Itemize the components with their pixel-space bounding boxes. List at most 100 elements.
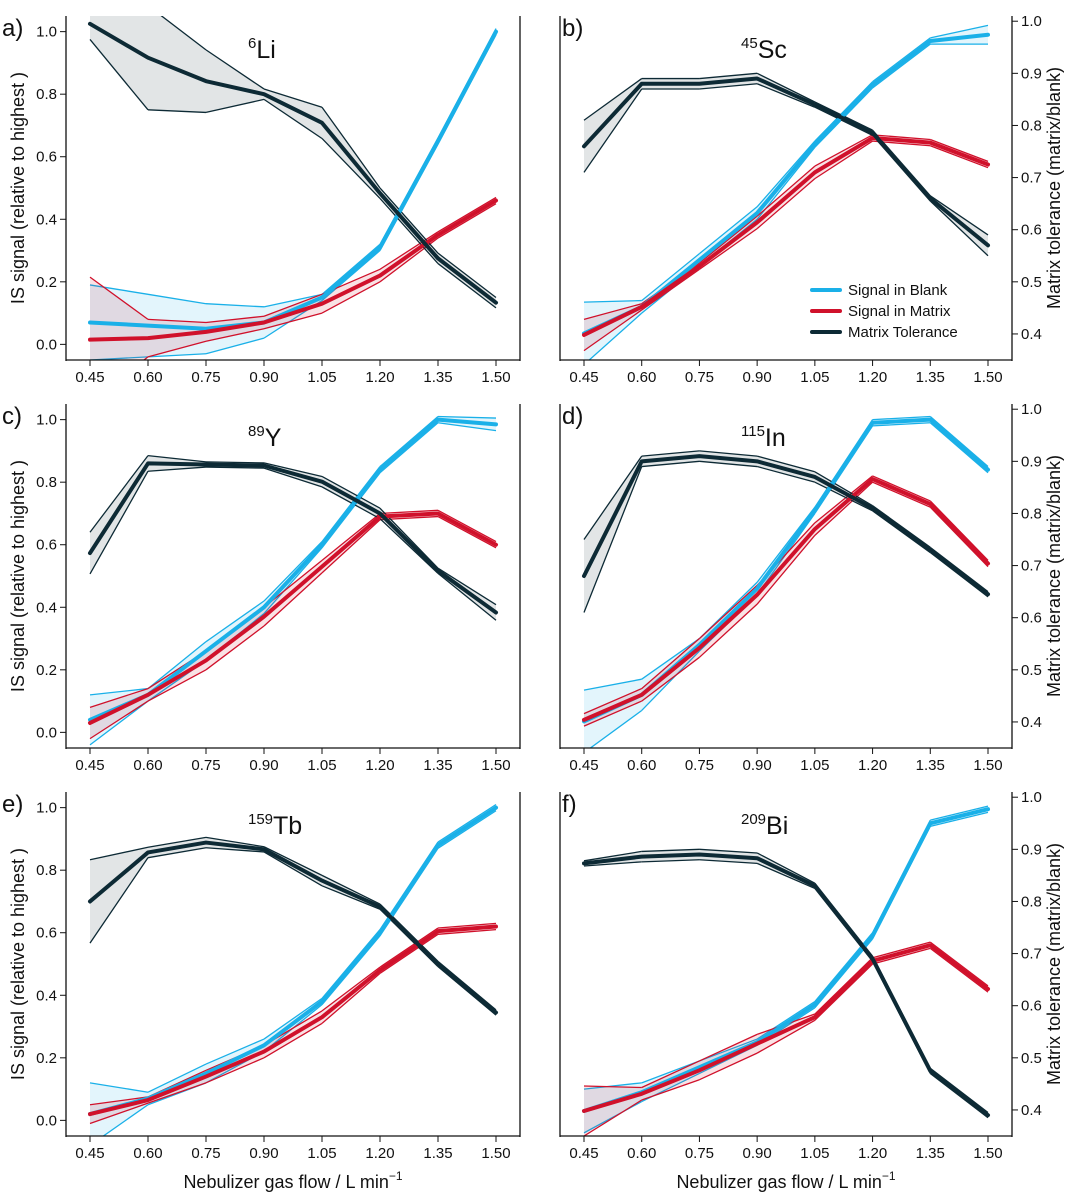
error-band-edge — [89, 1082, 149, 1136]
title-superscript: 159 — [248, 811, 273, 828]
error-band-edge — [583, 678, 643, 748]
y2-tick-label: 0.5 — [1021, 1050, 1042, 1067]
panel-title: 89Y — [248, 423, 282, 452]
series-line — [88, 924, 498, 1117]
error-band-edge — [872, 505, 931, 554]
error-band-edge — [929, 546, 989, 598]
panel-title: 159Tb — [248, 811, 302, 840]
y-tick-label: 0.4 — [36, 211, 57, 228]
error-band-edge — [756, 72, 816, 108]
x-tick-label: 0.45 — [75, 1145, 104, 1162]
panel: 0.45 0.60 0.75 0.90 1.05 1.20 1.35 1.50 0.4 0.5 0.… — [559, 13, 1064, 386]
plot-area — [582, 24, 990, 360]
panel-title: 6Li — [248, 35, 276, 64]
error-band-edge — [756, 455, 816, 483]
series-line — [88, 29, 498, 331]
y2-tick-label: 0.9 — [1021, 65, 1042, 82]
y-tick-label: 0.6 — [36, 537, 57, 554]
x-tick-label: 0.60 — [627, 1145, 656, 1162]
title-superscript: 209 — [741, 811, 766, 828]
panel: 0.45 0.60 0.75 0.90 1.05 1.20 1.35 1.50 0.0 0.2 0.… — [2, 403, 521, 774]
x-tick-label: 1.50 — [973, 369, 1002, 386]
y-tick-label: 0.4 — [36, 987, 57, 1004]
x-tick-label: 0.45 — [569, 1145, 598, 1162]
error-band-edge — [437, 252, 497, 309]
series-line — [582, 76, 990, 248]
error-band-edge — [205, 836, 265, 853]
error-band-edge — [321, 475, 381, 520]
error-band-edge — [147, 16, 207, 114]
series-line — [88, 461, 498, 615]
error-band-edge — [321, 512, 381, 574]
x-tick-label: 0.75 — [685, 369, 714, 386]
error-band-edge — [641, 848, 700, 863]
title-superscript: 89 — [248, 423, 265, 440]
error-band-edge — [263, 462, 323, 488]
y2-tick-label: 0.6 — [1021, 610, 1042, 627]
x-tick-label: 0.90 — [249, 1145, 278, 1162]
error-band-edge — [641, 77, 700, 90]
y2-tick-label: 0.6 — [1021, 222, 1042, 239]
panel-label: c) — [2, 403, 22, 430]
x-tick-label: 0.60 — [133, 369, 162, 386]
error-band-edge — [929, 941, 989, 993]
title-element: In — [765, 424, 786, 452]
y-tick-label: 0.8 — [36, 862, 57, 879]
error-band-edge — [641, 638, 700, 702]
series-line — [582, 852, 990, 1118]
error-band-edge — [583, 299, 643, 360]
x-label-text: Nebulizer gas flow / L min — [676, 1172, 881, 1192]
error-band-edge — [641, 1060, 700, 1101]
x-tick-label: 1.50 — [481, 1145, 510, 1162]
error-band-edge — [379, 416, 439, 474]
x-tick-label: 0.90 — [249, 757, 278, 774]
series-line — [582, 943, 990, 1113]
y-tick-label: 0.8 — [36, 86, 57, 103]
error-band-edge — [321, 929, 381, 1006]
error-band-edge — [89, 455, 149, 575]
error-band-edge — [89, 687, 149, 746]
x-tick-label: 1.35 — [423, 757, 452, 774]
x-tick-label: 1.05 — [800, 369, 829, 386]
y-tick-label: 0.0 — [36, 724, 57, 741]
x-tick-label: 0.45 — [569, 757, 598, 774]
error-band-edge — [929, 416, 989, 474]
title-superscript: 115 — [741, 423, 765, 440]
y2-axis-label: Matrix tolerance (matrix/blank) — [1044, 67, 1064, 309]
y2-tick-label: 1.0 — [1021, 13, 1042, 30]
error-band-edge — [929, 1067, 989, 1119]
x-tick-label: 1.05 — [800, 1145, 829, 1162]
panel: 0.45 0.60 0.75 0.90 1.05 1.20 1.35 1.50 0.4 0.5 0.… — [559, 401, 1064, 774]
error-band-edge — [89, 276, 149, 360]
error-band-edge — [641, 450, 700, 468]
error-band-edge — [699, 72, 758, 90]
panel-label: a) — [2, 15, 23, 42]
error-band-edge — [872, 415, 931, 427]
series-line — [88, 840, 498, 1015]
plot-area — [88, 803, 498, 1136]
x-tick-label: 1.05 — [800, 757, 829, 774]
error-band-edge — [583, 1085, 643, 1136]
plot-area — [582, 805, 990, 1136]
error-band-edge — [872, 941, 931, 965]
y2-tick-label: 0.8 — [1021, 505, 1042, 522]
error-band-edge — [263, 541, 323, 614]
x-axis-label: Nebulizer gas flow / L min−1 — [676, 1169, 895, 1192]
x-tick-label: 0.75 — [191, 757, 220, 774]
error-band-edge — [699, 450, 758, 468]
error-band-edge — [814, 957, 874, 1021]
y2-tick-label: 0.7 — [1021, 946, 1042, 963]
x-tick-label: 1.35 — [916, 757, 945, 774]
x-tick-label: 1.05 — [307, 757, 336, 774]
x-tick-label: 0.45 — [75, 369, 104, 386]
x-tick-label: 0.75 — [191, 369, 220, 386]
series-line — [582, 454, 990, 597]
title-element: Y — [265, 424, 282, 452]
x-label-text: Nebulizer gas flow / L min — [183, 1172, 388, 1192]
error-band — [90, 16, 148, 110]
x-tick-label: 0.75 — [191, 1145, 220, 1162]
error-band-edge — [930, 805, 989, 828]
error-band-edge — [89, 1096, 149, 1125]
error-band-edge — [89, 687, 149, 740]
y2-tick-label: 1.0 — [1021, 789, 1042, 806]
